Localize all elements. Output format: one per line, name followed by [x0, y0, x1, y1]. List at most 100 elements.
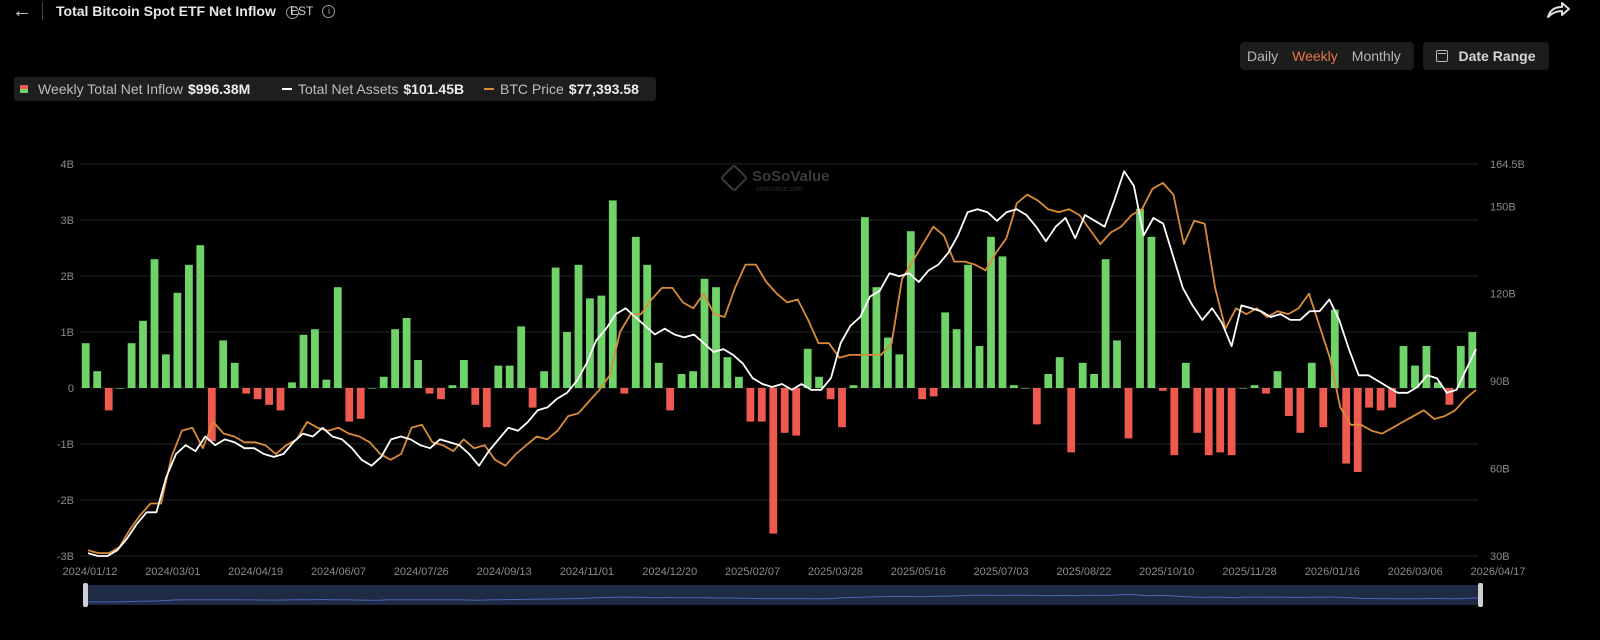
inflow-bar — [219, 340, 228, 388]
inflow-bar — [1365, 388, 1373, 408]
inflow-bar — [1136, 208, 1144, 388]
x-tick-label: 2025/02/07 — [725, 566, 780, 578]
inflow-bar — [1067, 388, 1076, 453]
x-tick-label: 2024/03/01 — [145, 566, 200, 578]
legend-label: Total Net Assets — [298, 81, 399, 97]
inflow-bar — [1319, 388, 1328, 428]
inflow-bar — [196, 245, 205, 388]
inflow-bar — [414, 360, 422, 388]
inflow-bar — [677, 374, 686, 388]
period-monthly-button[interactable]: Monthly — [1351, 48, 1401, 64]
inflow-bar — [838, 388, 846, 428]
info-icon[interactable]: i — [285, 6, 299, 19]
period-daily-button[interactable]: Daily — [1247, 48, 1279, 64]
inflow-bar — [185, 264, 193, 388]
inflow-bar — [265, 388, 273, 405]
legend-item-net-inflow[interactable]: Weekly Total Net Inflow $996.38M — [14, 77, 282, 101]
legend-item-total-net-assets[interactable]: Total Net Assets $101.45B — [276, 77, 484, 101]
inflow-bar — [1399, 346, 1408, 388]
inflow-bar — [437, 388, 445, 400]
x-tick-label: 2025/07/03 — [974, 566, 1029, 578]
inflow-bar — [769, 388, 778, 534]
inflow-bar — [1376, 388, 1385, 411]
inflow-bar — [895, 354, 904, 388]
back-arrow-icon[interactable]: ← — [12, 0, 32, 22]
line-swatch-icon — [484, 88, 494, 90]
inflow-bar — [952, 329, 961, 388]
y-left-tick-label: 1B — [61, 327, 74, 339]
y-left-tick-label: 4B — [61, 159, 74, 171]
x-tick-label: 2025/03/28 — [808, 566, 863, 578]
inflow-bar — [666, 388, 674, 411]
inflow-bar — [757, 388, 766, 422]
inflow-bar — [563, 332, 571, 388]
inflow-bar — [735, 376, 743, 388]
inflow-bar — [528, 388, 537, 408]
inflow-bar — [311, 329, 319, 388]
inflow-bar — [1193, 388, 1202, 433]
inflow-bar — [1456, 346, 1465, 388]
inflow-bar — [1273, 371, 1282, 388]
share-icon[interactable] — [1542, 0, 1572, 22]
inflow-bar — [861, 217, 869, 388]
legend-item-btc-price[interactable]: BTC Price $77,393.58 — [478, 77, 656, 101]
watermark: SoSoValue — [752, 168, 830, 185]
inflow-bar — [597, 295, 606, 388]
scroller-right-handle[interactable] — [1478, 583, 1483, 607]
watermark-sub: sosovalue.com — [756, 186, 803, 193]
inflow-bar — [1307, 362, 1316, 388]
timezone-info-icon[interactable]: i — [322, 5, 336, 18]
inflow-bar — [723, 357, 732, 388]
inflow-bar — [150, 259, 159, 388]
inflow-bar — [207, 388, 216, 442]
inflow-bar — [540, 371, 548, 388]
inflow-bar — [1353, 388, 1362, 472]
inflow-bar — [884, 337, 892, 388]
range-scroller[interactable] — [85, 585, 1481, 605]
inflow-bar — [81, 343, 90, 388]
inflow-bar — [1342, 388, 1351, 464]
inflow-bar — [253, 388, 262, 400]
inflow-bar — [1296, 388, 1305, 433]
legend-label: BTC Price — [500, 81, 564, 97]
inflow-bar — [448, 385, 457, 388]
legend-value: $996.38M — [188, 81, 251, 97]
divider — [42, 2, 43, 20]
inflow-bar — [402, 318, 411, 388]
inflow-bar — [1090, 374, 1098, 388]
inflow-bar — [1285, 388, 1293, 416]
inflow-bar — [712, 287, 720, 388]
inflow-bar — [173, 292, 182, 388]
page-title-text: Total Bitcoin Spot ETF Net Inflow — [56, 3, 276, 19]
inflow-bar — [1434, 382, 1442, 388]
inflow-bar — [322, 379, 331, 388]
calendar-icon — [1436, 50, 1449, 62]
total-net-assets-line — [87, 170, 1477, 557]
inflow-bar — [1078, 362, 1087, 388]
date-range-button[interactable]: Date Range — [1423, 42, 1549, 70]
x-tick-label: 2025/10/10 — [1139, 566, 1194, 578]
inflow-bar — [975, 346, 984, 388]
inflow-bar — [356, 388, 365, 419]
x-tick-label: 2024/04/19 — [228, 566, 283, 578]
period-weekly-button[interactable]: Weekly — [1292, 48, 1338, 64]
inflow-bar — [1388, 388, 1396, 408]
inflow-bar — [1159, 388, 1167, 391]
inflow-bar — [654, 362, 663, 388]
y-right-tick-label: 164.5B — [1490, 159, 1525, 171]
inflow-bar — [345, 388, 354, 422]
inflow-bar — [1044, 374, 1053, 388]
inflow-bar — [1422, 346, 1431, 388]
inflow-bar — [1101, 259, 1110, 388]
inflow-bar — [803, 348, 812, 388]
inflow-bar — [127, 343, 136, 388]
inflow-bar — [1250, 385, 1259, 388]
inflow-bar — [139, 320, 147, 388]
timezone-text: EST — [290, 4, 314, 18]
inflow-bar — [1445, 388, 1454, 405]
inflow-bar — [116, 388, 124, 389]
scroller-left-handle[interactable] — [83, 583, 88, 607]
inflow-bar — [1262, 388, 1270, 394]
y-right-tick-label: 150B — [1490, 201, 1516, 213]
